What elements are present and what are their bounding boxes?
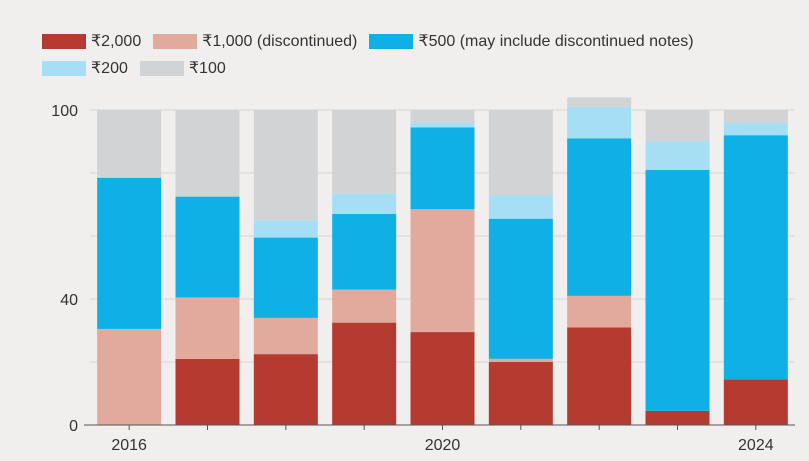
legend-item: ₹100 [139, 58, 226, 78]
bar-segment [332, 322, 397, 425]
bar-segment [253, 317, 318, 355]
bar-segment [410, 332, 475, 425]
bar-segment [253, 354, 318, 425]
y-tick-label: 40 [60, 292, 78, 309]
legend-row-2: ₹200 ₹100 [42, 58, 238, 78]
bar-segment [488, 358, 553, 362]
legend-label: ₹500 (may include discontinued notes) [418, 33, 694, 50]
bar-segment [253, 110, 318, 221]
bar-segment [567, 295, 632, 328]
legend-item: ₹2,000 [42, 31, 141, 51]
bar-segment [567, 138, 632, 296]
legend-item: ₹500 (may include discontinued notes) [369, 31, 694, 51]
y-tick-label: 100 [51, 103, 78, 120]
bar-segment [488, 195, 553, 219]
bar-segment [97, 328, 162, 425]
legend-swatch [153, 33, 198, 49]
bar-segment [410, 209, 475, 333]
legend-swatch [369, 33, 414, 49]
bar-segment [175, 110, 240, 197]
bar-segment [253, 237, 318, 318]
bar-segment [567, 327, 632, 425]
bar-segment [97, 177, 162, 329]
legend-label: ₹1,000 (discontinued) [202, 33, 358, 50]
legend-swatch [42, 60, 86, 76]
bar-segment [410, 110, 475, 123]
bar-segment [567, 97, 632, 107]
bar-segment [332, 289, 397, 323]
bar-segment [723, 379, 788, 425]
bar-segment [410, 122, 475, 128]
bar-segment [488, 110, 553, 196]
bar-segment [175, 196, 240, 298]
bar-segment [723, 122, 788, 136]
bar-segment [332, 193, 397, 214]
bar-segment [723, 135, 788, 380]
bar-segment [253, 220, 318, 238]
legend-row-1: ₹2,000 ₹1,000 (discontinued) ₹500 (may inc… [42, 31, 706, 51]
legend-label: ₹200 [91, 60, 128, 77]
bar-segment [645, 141, 710, 170]
bar-segment [332, 110, 397, 194]
bar-segment [175, 297, 240, 359]
bar-segment [488, 218, 553, 359]
legend-swatch [42, 33, 86, 49]
bar-segment [175, 358, 240, 425]
x-tick-label: 2016 [111, 437, 147, 454]
x-tick-label: 2024 [738, 437, 774, 454]
bar-segment [645, 110, 710, 142]
bar-segment [332, 213, 397, 290]
legend-item: ₹200 [42, 58, 128, 78]
bar-segment [488, 362, 553, 425]
bar-segment [410, 127, 475, 210]
x-tick-label: 2020 [425, 437, 461, 454]
bar-segment [97, 110, 162, 178]
legend-swatch [139, 60, 184, 76]
y-tick-label: 0 [69, 418, 78, 435]
bar-segment [645, 169, 710, 411]
bar-segment [567, 106, 632, 139]
bar-segment [723, 110, 788, 123]
legend-label: ₹2,000 [91, 33, 142, 50]
legend-item: ₹1,000 (discontinued) [153, 31, 357, 51]
bar-segment [645, 410, 710, 425]
legend-label: ₹100 [188, 60, 226, 77]
